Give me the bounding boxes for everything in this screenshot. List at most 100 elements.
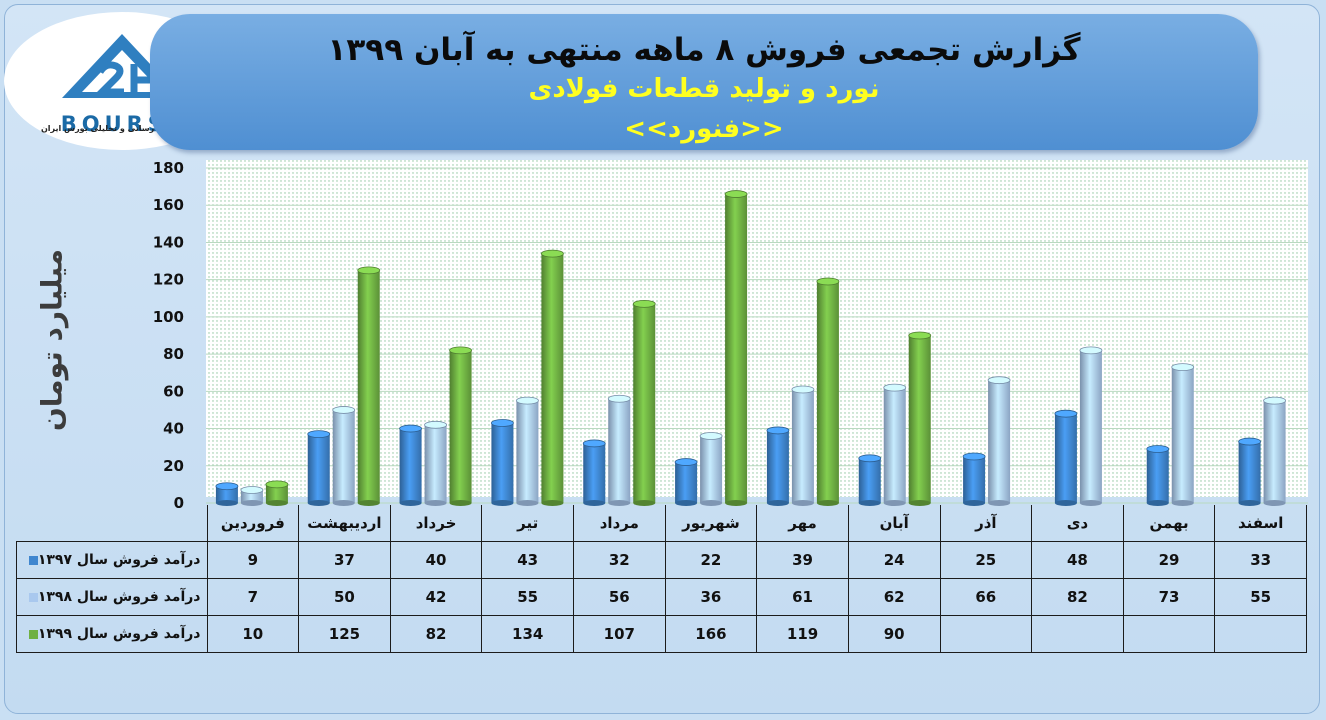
data-label: 40 — [389, 541, 483, 579]
data-label: 82 — [389, 615, 483, 653]
x-tick-label: آبان — [847, 505, 941, 542]
bar — [699, 432, 723, 506]
data-label: 42 — [389, 578, 483, 616]
table-row: درآمد فروش سال ۱۳۹۹ 10 125 82 134 107 166 119 90 — [16, 615, 1307, 653]
bar — [541, 249, 564, 506]
data-label: 82 — [1031, 578, 1124, 616]
data-label: 166 — [664, 615, 758, 653]
bar — [265, 480, 289, 506]
chart-symbol: <<فنورد>> — [624, 114, 784, 144]
x-tick-label: آذر — [939, 505, 1033, 542]
series-name: درآمد فروش سال ۱۳۹۸ — [37, 589, 201, 605]
legend-entry: درآمد فروش سال ۱۳۹۹ — [16, 615, 208, 653]
y-tick-label: 140 — [153, 233, 184, 251]
bar — [215, 482, 239, 506]
data-label: 48 — [1031, 541, 1124, 579]
series-name: درآمد فروش سال ۱۳۹۹ — [37, 626, 201, 642]
data-label: 39 — [756, 541, 849, 579]
legend-entry: درآمد فروش سال ۱۳۹۷ — [16, 541, 208, 579]
bar — [962, 452, 986, 506]
data-label: 90 — [847, 615, 941, 653]
data-label: 33 — [1214, 541, 1307, 579]
data-label: 56 — [573, 578, 666, 616]
chart-subtitle: نورد و تولید قطعات فولادی — [528, 74, 880, 104]
data-label: 7 — [206, 578, 300, 616]
bar — [1146, 445, 1170, 506]
data-label: 24 — [847, 541, 941, 579]
data-label: 125 — [298, 615, 391, 653]
data-label: 61 — [756, 578, 849, 616]
bar — [724, 190, 748, 506]
table-corner — [17, 505, 208, 542]
data-label: 119 — [756, 615, 849, 653]
data-label: 36 — [664, 578, 758, 616]
y-tick-label: 40 — [163, 420, 184, 438]
chart-title: گزارش تجمعی فروش ۸ ماهه منتهی به آبان ۱۳… — [327, 32, 1081, 68]
x-tick-label: اردیبهشت — [298, 505, 391, 542]
title-banner: گزارش تجمعی فروش ۸ ماهه منتهی به آبان ۱۳… — [150, 14, 1258, 150]
y-tick-label: 20 — [163, 457, 184, 475]
data-label — [1214, 615, 1307, 653]
bar — [908, 331, 932, 506]
legend-swatch-icon — [28, 555, 38, 565]
bar — [987, 376, 1011, 506]
y-tick-label: 80 — [163, 345, 184, 363]
data-label — [1122, 615, 1216, 653]
y-tick-label: 180 — [153, 159, 184, 177]
y-tick-label: 100 — [153, 308, 184, 326]
bar — [791, 385, 815, 506]
bar — [1079, 346, 1103, 506]
data-label: 32 — [573, 541, 666, 579]
x-tick-label: تیر — [481, 505, 574, 542]
x-tick-label: بهمن — [1122, 505, 1216, 542]
bar — [399, 424, 422, 506]
data-table: فروردین اردیبهشت خرداد تیر مرداد شهریور مهر آبا… — [16, 505, 1307, 653]
bar — [516, 396, 539, 506]
data-label: 66 — [939, 578, 1033, 616]
bar — [766, 426, 790, 506]
table-row: درآمد فروش سال ۱۳۹۷ 9 37 40 43 32 22 39 24 25 48 29… — [16, 541, 1307, 579]
y-tick-label: 0 — [174, 494, 184, 512]
data-label: 22 — [664, 541, 758, 579]
x-tick-label: مرداد — [573, 505, 666, 542]
data-label: 55 — [481, 578, 574, 616]
bar — [1263, 396, 1286, 506]
bar — [674, 458, 698, 506]
bar — [1171, 363, 1195, 506]
table-header-row: فروردین اردیبهشت خرداد تیر مرداد شهریور مهر آبا… — [17, 505, 1307, 542]
x-tick-label: شهریور — [664, 505, 758, 542]
bar — [1054, 409, 1078, 506]
bar — [607, 394, 631, 506]
bar — [357, 266, 381, 506]
logo-subtitle: پایگاه اطلاع رسانی و تحلیلی بورس ایران — [40, 124, 204, 133]
data-label: 25 — [939, 541, 1033, 579]
y-tick-label: 60 — [163, 382, 184, 400]
data-label: 43 — [481, 541, 574, 579]
legend-swatch-icon — [28, 629, 38, 639]
x-tick-label: مهر — [756, 505, 849, 542]
data-label: 9 — [206, 541, 300, 579]
bar — [240, 486, 264, 506]
data-label — [1031, 615, 1124, 653]
bar — [307, 430, 331, 506]
bar — [449, 346, 472, 506]
data-label: 29 — [1122, 541, 1216, 579]
y-tick-label: 160 — [153, 196, 184, 214]
data-label: 73 — [1122, 578, 1216, 616]
bar — [582, 439, 606, 506]
bar — [1238, 437, 1261, 506]
x-tick-label: فروردین — [206, 505, 300, 542]
data-label: 134 — [481, 615, 574, 653]
data-label: 50 — [298, 578, 391, 616]
legend-swatch-icon — [28, 592, 38, 602]
data-label: 107 — [573, 615, 666, 653]
bar — [632, 299, 656, 506]
data-label: 55 — [1214, 578, 1307, 616]
bar — [332, 406, 356, 506]
x-tick-label: خرداد — [389, 505, 483, 542]
x-tick-label: اسفند — [1214, 505, 1307, 542]
series-name: درآمد فروش سال ۱۳۹۷ — [37, 552, 201, 568]
bar — [424, 420, 447, 506]
data-label — [939, 615, 1033, 653]
